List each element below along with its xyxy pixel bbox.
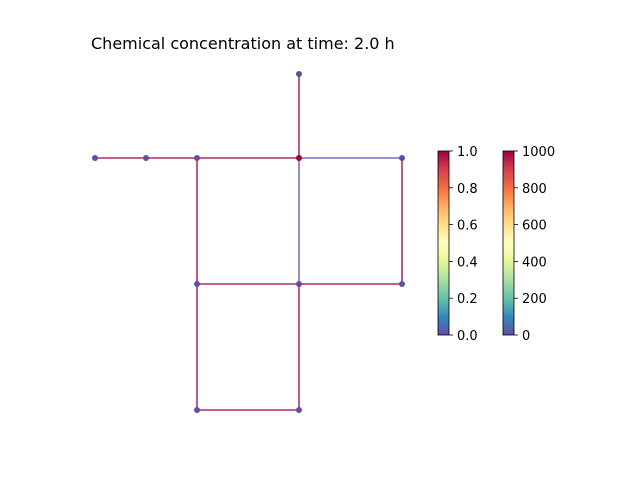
colorbar-tick-label: 1.0: [457, 145, 478, 160]
colorbar-tick-label: 0.4: [457, 255, 478, 270]
junction-nodes: [92, 71, 405, 413]
junction-node: [399, 155, 405, 161]
junction-node: [296, 407, 302, 413]
colorbar-tick-label: 0.6: [457, 219, 478, 234]
colorbar-gradient: [437, 150, 450, 336]
colorbar-gradient: [502, 150, 515, 336]
colorbar-tick-label: 400: [522, 255, 547, 270]
junction-node: [194, 155, 200, 161]
colorbars: 0.0 0.2 0.4 0.6 0.8 1.0 0 200 400 600 800 1000: [437, 145, 555, 344]
junction-node: [143, 155, 149, 161]
colorbar-tick-label: 0.2: [457, 292, 478, 307]
colorbar-tick-label: 0: [522, 329, 530, 344]
colorbar-tick-label: 200: [522, 292, 547, 307]
node-colorbar: 0.0 0.2 0.4 0.6 0.8 1.0: [437, 145, 478, 344]
junction-node: [92, 155, 98, 161]
colorbar-tick-label: 600: [522, 219, 547, 234]
junction-node: [296, 71, 302, 77]
colorbar-tick-label: 1000: [522, 145, 555, 160]
junction-node: [194, 407, 200, 413]
link-colorbar: 0 200 400 600 800 1000: [502, 145, 555, 344]
junction-node: [399, 281, 405, 287]
figure-title: Chemical concentration at time: 2.0 h: [91, 34, 395, 53]
colorbar-tick-label: 0.0: [457, 329, 478, 344]
pipe-network: [95, 74, 403, 411]
junction-node: [296, 155, 302, 161]
junction-node: [296, 281, 302, 287]
colorbar-tick-label: 800: [522, 182, 547, 197]
junction-node: [194, 281, 200, 287]
colorbar-tick-label: 0.8: [457, 182, 478, 197]
